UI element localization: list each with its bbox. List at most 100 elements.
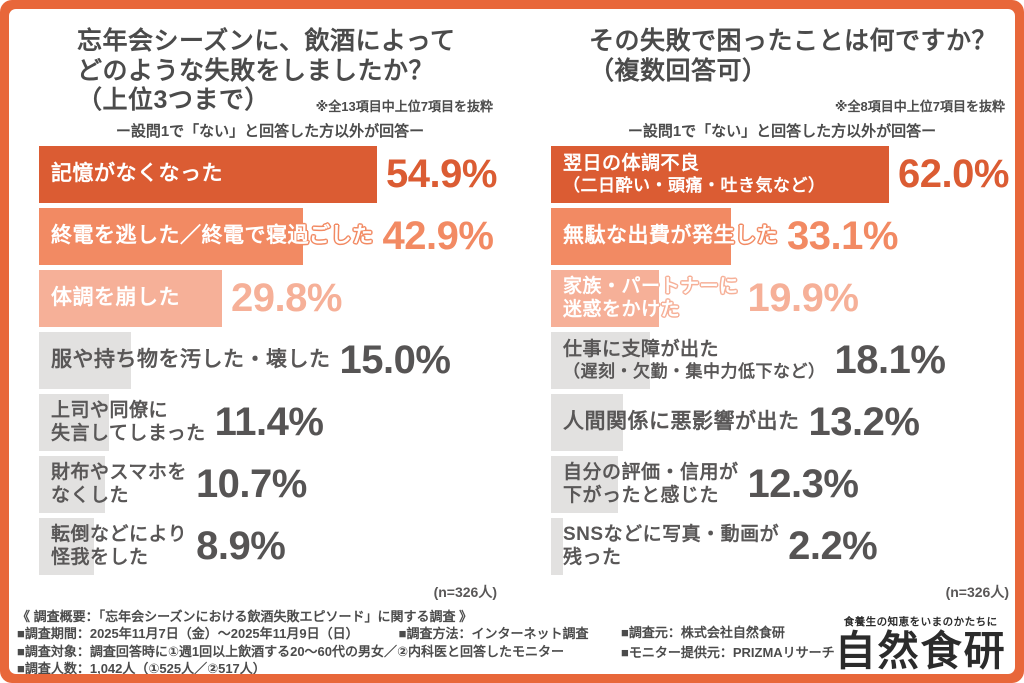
bar-percent: 62.0%	[898, 152, 1009, 196]
bar-fill	[551, 270, 659, 327]
logo-name: 自然食研	[834, 628, 1007, 674]
survey-overview-block: 《 調査概要：「忘年会シーズンにおける飲酒失敗エピソード」に関する調査 》 ■調…	[17, 608, 609, 674]
bar-row: 翌日の体調不良 （二日酔い・頭痛・吐き気など） 62.0%	[551, 146, 1013, 203]
bar-label-line: 失言してしまった	[51, 422, 206, 444]
bar-percent: 15.0%	[339, 338, 451, 382]
survey-people: ■調査人数：1,042人（①525人／②517人）	[17, 660, 266, 674]
bar-percent: 54.9%	[386, 152, 497, 196]
survey-period: ■調査期間：2025年11月7日（金）〜2025年11月9日（日）	[17, 626, 359, 642]
bar-label-line: （遅刻・欠勤・集中力低下など）	[563, 361, 826, 381]
bar-label-line: 迷惑をかけた	[563, 298, 681, 320]
survey-method: ■調査方法：インターネット調査	[398, 626, 589, 642]
bar-label: 無駄な出費が発生した	[551, 223, 778, 249]
bar-label: 自分の評価・信用が 下がったと感じた	[551, 462, 739, 507]
company-logo: 食養生の知恵をいまのかたちに 自然食研	[835, 608, 1009, 674]
sample-size: (n=326人)	[945, 584, 1009, 600]
bar-label: 体調を崩した	[39, 285, 222, 311]
bar-label: 家族・パートナーに 迷惑をかけた	[551, 276, 739, 321]
bar-fill	[551, 208, 731, 265]
bar-row: 無駄な出費が発生した 33.1%	[551, 208, 1013, 265]
bar-label-line: （二日酔い・頭痛・吐き気など）	[563, 175, 826, 195]
chart-title-line: （複数回答可）	[589, 56, 768, 85]
bar-row: 服や持ち物を汚した・壊した 15.0%	[39, 332, 501, 389]
bar-percent: 33.1%	[787, 214, 898, 258]
bar-label: 人間関係に悪影響が出た	[551, 409, 800, 435]
bar-label-line: 怪我をした	[51, 546, 149, 568]
bar-label-line: 終電を逃した／終電で寝過ごした	[51, 224, 374, 248]
bar-fill	[551, 332, 650, 389]
bar-row: 自分の評価・信用が 下がったと感じた 12.3%	[551, 456, 1013, 513]
bar-fill	[39, 270, 222, 327]
bars-list: 記憶がなくなった 54.9% 終電を逃した／終電で寝過ごした 42.9% 体調を崩した 2…	[39, 146, 501, 580]
bar-percent: 42.9%	[382, 214, 494, 258]
bar-label: SNSなどに写真・動画が 残った	[551, 524, 779, 569]
logo-tagline: 食養生の知恵をいまのかたちに	[843, 616, 998, 628]
bar-percent: 29.8%	[231, 276, 342, 320]
chart-section-left: 忘年会シーズンに、飲酒によって どのような失敗をしましたか？ （上位3つまで） ※全1…	[39, 27, 501, 602]
bar-row: 財布やスマホを なくした 10.7%	[39, 456, 501, 513]
bar-label-line: 仕事に支障が出た	[563, 339, 720, 361]
bar-fill	[551, 518, 563, 575]
bar-label-line: 家族・パートナーに	[563, 276, 739, 298]
bar-percent: 11.4%	[214, 400, 324, 444]
bar-row: 家族・パートナーに 迷惑をかけた 19.9%	[551, 270, 1013, 327]
bar-label-line: 転倒などにより	[51, 524, 188, 546]
bar-row: 終電を逃した／終電で寝過ごした 42.9%	[39, 208, 501, 265]
bar-fill	[39, 394, 109, 451]
charts-row: 忘年会シーズンに、飲酒によって どのような失敗をしましたか？ （上位3つまで） ※全1…	[9, 9, 1015, 602]
survey-footer: 《 調査概要：「忘年会シーズンにおける飲酒失敗エピソード」に関する調査 》 ■調…	[9, 602, 1015, 674]
bar-label-line: 人間関係に悪影響が出た	[563, 410, 800, 434]
bar-fill	[39, 146, 377, 203]
bar-percent: 8.9%	[196, 524, 286, 568]
bar-fill	[551, 146, 889, 203]
bar-row: 体調を崩した 29.8%	[39, 270, 501, 327]
bar-label-line: なくした	[51, 484, 130, 506]
chart-title: その失敗で困ったことは何ですか？ （複数回答可） ※全8項目中上位7項目を抜粋	[551, 27, 1013, 115]
bar-label-line: 自分の評価・信用が	[563, 462, 739, 484]
survey-source-block: ■調査元：株式会社自然食研 ■モニター提供元：PRIZMAリサーチ	[621, 608, 835, 663]
chart-title-line: その失敗で困ったことは何ですか？	[589, 27, 998, 55]
bar-fill	[39, 456, 105, 513]
bar-label: 翌日の体調不良 （二日酔い・頭痛・吐き気など）	[551, 153, 889, 195]
bar-label: 仕事に支障が出た （遅刻・欠勤・集中力低下など）	[551, 339, 826, 381]
bar-label-line: 財布やスマホを	[51, 462, 187, 484]
bars-list: 翌日の体調不良 （二日酔い・頭痛・吐き気など） 62.0% 無駄な出費が発生した 33.…	[551, 146, 1013, 580]
bar-label: 終電を逃した／終電で寝過ごした	[39, 223, 374, 249]
bar-label: 上司や同僚に 失言してしまった	[39, 400, 206, 445]
bar-label: 財布やスマホを なくした	[39, 462, 187, 507]
card-inner: 忘年会シーズンに、飲酒によって どのような失敗をしましたか？ （上位3つまで） ※全1…	[9, 9, 1015, 674]
survey-target: ■調査対象：調査回答時に①週1回以上飲酒する20〜60代の男女／②内科医と回答し…	[17, 643, 565, 659]
bar-row: 仕事に支障が出た （遅刻・欠勤・集中力低下など） 18.1%	[551, 332, 1013, 389]
bar-percent: 19.9%	[747, 276, 859, 320]
bar-percent: 13.2%	[808, 400, 920, 444]
bar-fill	[551, 394, 623, 451]
survey-monitor: ■モニター提供元：PRIZMAリサーチ	[621, 645, 835, 661]
survey-overview-heading: 《 調査概要：「忘年会シーズンにおける飲酒失敗エピソード」に関する調査 》	[17, 609, 473, 624]
bar-row: 上司や同僚に 失言してしまった 11.4%	[39, 394, 501, 451]
bar-label-line: 記憶がなくなった	[51, 162, 223, 186]
sample-size: (n=326人)	[433, 584, 497, 600]
bar-percent: 10.7%	[195, 462, 307, 506]
survey-period-method-line: ■調査期間：2025年11月7日（金）〜2025年11月9日（日） ■調査方法：…	[17, 625, 609, 642]
bar-percent: 12.3%	[747, 462, 859, 506]
chart-title-line: 忘年会シーズンに、飲酒によって	[77, 27, 456, 55]
bar-label-line: 下がったと感じた	[563, 484, 720, 506]
chart-title-line: （上位3つまで）	[77, 86, 270, 114]
bar-percent: 2.2%	[788, 524, 878, 568]
chart-section-right: その失敗で困ったことは何ですか？ （複数回答可） ※全8項目中上位7項目を抜粋ー設問…	[551, 27, 1013, 602]
chart-subtitle: ー設問1で「ない」と回答した方以外が回答ー	[115, 123, 425, 140]
bar-row: 人間関係に悪影響が出た 13.2%	[551, 394, 1013, 451]
bar-fill	[551, 456, 618, 513]
chart-title-line: どのような失敗をしましたか？	[77, 56, 435, 85]
bar-label-line: 体調を崩した	[51, 286, 180, 310]
bar-label: 記憶がなくなった	[39, 161, 377, 187]
bar-label-line: 翌日の体調不良	[563, 153, 700, 175]
bar-label-line: 上司や同僚に	[51, 400, 169, 422]
bar-fill	[39, 518, 94, 575]
chart-subtitle: ー設問1で「ない」と回答した方以外が回答ー	[627, 123, 937, 140]
survey-source: ■調査元：株式会社自然食研	[621, 625, 785, 640]
bar-row: 転倒などにより 怪我をした 8.9%	[39, 518, 501, 575]
bar-fill	[39, 332, 131, 389]
chart-title: 忘年会シーズンに、飲酒によって どのような失敗をしましたか？ （上位3つまで） ※全1…	[39, 27, 501, 115]
bar-fill	[39, 208, 303, 265]
